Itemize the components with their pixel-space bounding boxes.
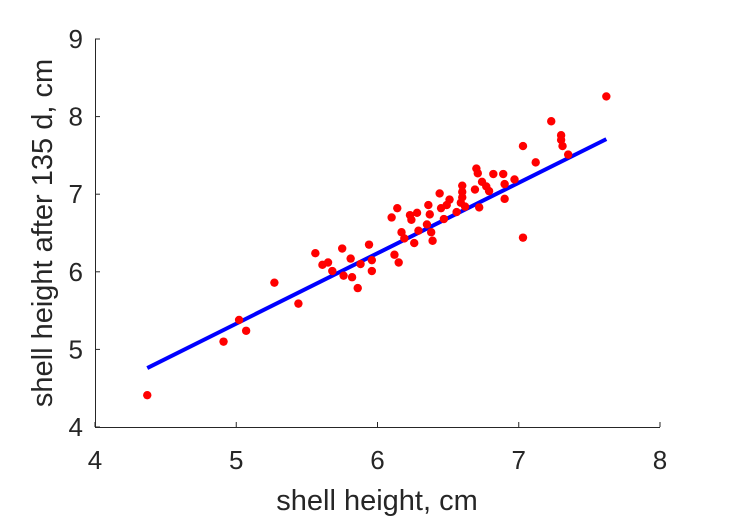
x-tick-label: 6 bbox=[370, 445, 384, 475]
x-axis-ticks: 4 5 6 7 8 bbox=[88, 422, 667, 475]
data-point bbox=[531, 158, 540, 167]
data-point bbox=[339, 271, 348, 280]
axes bbox=[95, 39, 660, 428]
plot-area bbox=[143, 92, 611, 400]
data-point bbox=[241, 326, 251, 335]
data-point bbox=[518, 141, 528, 151]
data-point bbox=[458, 181, 467, 190]
data-point bbox=[311, 248, 320, 258]
data-point bbox=[473, 169, 482, 178]
data-point bbox=[563, 150, 573, 159]
y-tick-label: 7 bbox=[69, 179, 83, 209]
data-point bbox=[364, 240, 374, 249]
data-point bbox=[367, 255, 377, 265]
data-point bbox=[412, 208, 422, 218]
data-point bbox=[500, 194, 509, 204]
y-tick-label: 9 bbox=[69, 24, 83, 54]
y-tick-label: 6 bbox=[69, 257, 83, 287]
data-point bbox=[518, 233, 528, 242]
data-point bbox=[458, 193, 467, 202]
data-point bbox=[347, 273, 357, 282]
x-tick-label: 5 bbox=[229, 445, 243, 475]
data-point bbox=[270, 278, 279, 287]
data-point bbox=[470, 185, 480, 194]
data-point bbox=[439, 214, 449, 224]
x-tick-label: 7 bbox=[512, 445, 526, 475]
data-point bbox=[387, 213, 396, 222]
data-point bbox=[602, 92, 611, 101]
data-point bbox=[323, 258, 333, 267]
regression-line bbox=[146, 137, 608, 370]
data-point bbox=[484, 186, 494, 196]
x-tick-label: 4 bbox=[88, 445, 102, 475]
data-point bbox=[489, 169, 498, 179]
data-point bbox=[393, 203, 402, 213]
data-point bbox=[400, 234, 409, 243]
data-point bbox=[510, 175, 519, 184]
data-point bbox=[294, 299, 303, 308]
data-point bbox=[426, 228, 436, 237]
data-point bbox=[422, 220, 432, 229]
data-point bbox=[475, 203, 484, 212]
data-point bbox=[414, 226, 423, 235]
data-point bbox=[394, 258, 403, 267]
x-tick-label: 8 bbox=[653, 445, 667, 475]
data-point bbox=[435, 189, 444, 198]
data-point bbox=[547, 117, 556, 126]
data-point bbox=[143, 390, 152, 400]
data-point bbox=[390, 250, 399, 259]
data-point bbox=[425, 210, 434, 219]
y-axis-ticks: 4 5 6 7 8 9 bbox=[69, 24, 100, 442]
data-point bbox=[445, 195, 454, 204]
data-point bbox=[558, 141, 567, 151]
data-point bbox=[424, 200, 433, 210]
data-point bbox=[356, 259, 365, 269]
data-point bbox=[346, 254, 355, 263]
data-point bbox=[407, 215, 416, 225]
data-point bbox=[460, 202, 470, 211]
data-point bbox=[328, 266, 337, 276]
data-point bbox=[500, 179, 509, 189]
x-axis-label: shell height, cm bbox=[276, 485, 478, 517]
data-point bbox=[452, 207, 461, 217]
y-tick-label: 5 bbox=[69, 334, 83, 364]
data-point bbox=[353, 283, 362, 293]
y-axis-label: shell height after 135 d, cm bbox=[27, 59, 59, 407]
data-point bbox=[219, 337, 228, 346]
data-point bbox=[367, 266, 377, 276]
data-point bbox=[428, 236, 437, 245]
data-point bbox=[410, 238, 419, 248]
data-point bbox=[499, 169, 508, 179]
data-point bbox=[234, 315, 244, 325]
y-tick-label: 4 bbox=[69, 412, 83, 442]
y-tick-label: 8 bbox=[69, 102, 83, 132]
data-point bbox=[337, 244, 347, 253]
